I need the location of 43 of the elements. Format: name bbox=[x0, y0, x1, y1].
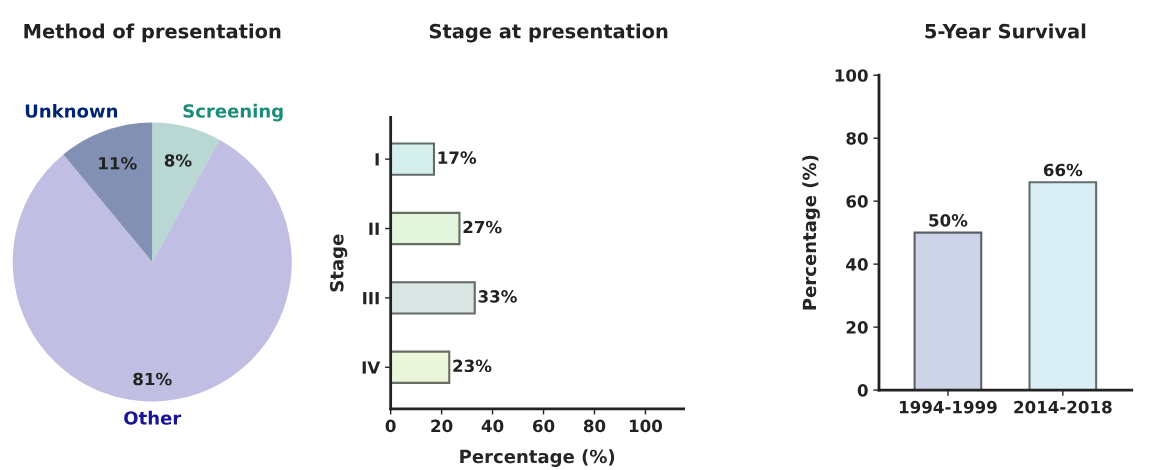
data-label: 11% bbox=[99, 157, 137, 170]
bar bbox=[390, 211, 461, 246]
data-label: 66% bbox=[1043, 163, 1083, 177]
slice-label: Unknown bbox=[25, 103, 118, 118]
data-label: 17% bbox=[438, 151, 477, 164]
bar bbox=[390, 142, 436, 176]
x-tick-label: 80 bbox=[583, 419, 606, 433]
pie-slice bbox=[12, 139, 292, 402]
data-label: 8% bbox=[164, 154, 192, 167]
y-tick-label: 0 bbox=[857, 384, 868, 397]
data-label: 23% bbox=[453, 359, 492, 373]
y-tick-label: II bbox=[369, 222, 379, 235]
y-tick-label: 80 bbox=[846, 132, 868, 145]
pie-slice bbox=[63, 122, 153, 262]
y-tick-label: 100 bbox=[835, 69, 868, 82]
y-tick-label: 40 bbox=[846, 258, 868, 271]
x-tick-label: 100 bbox=[629, 419, 663, 433]
y-tick-label: 20 bbox=[846, 321, 868, 334]
y-tick-label: 60 bbox=[846, 195, 868, 208]
x-tick-label: 1994-1999 bbox=[899, 400, 997, 414]
x-tick-label: 60 bbox=[532, 419, 555, 433]
y-tick-label: I bbox=[375, 153, 379, 166]
chart-title: Method of presentation bbox=[24, 23, 281, 43]
data-label: 27% bbox=[463, 220, 502, 234]
slice-label: Other bbox=[124, 410, 182, 425]
pie-slice bbox=[152, 122, 220, 262]
x-axis-title: Percentage (%) bbox=[460, 449, 615, 467]
x-tick-label: 0 bbox=[385, 419, 396, 433]
chart-title: 5-Year Survival bbox=[925, 23, 1086, 39]
bar bbox=[390, 281, 476, 315]
chart-title: Stage at presentation bbox=[429, 23, 668, 43]
y-axis-title: Percentage (%) bbox=[802, 155, 820, 310]
x-tick-label: 40 bbox=[481, 419, 504, 433]
x-tick-label: 2014-2018 bbox=[1014, 400, 1112, 414]
y-tick-label: IV bbox=[362, 361, 381, 374]
y-axis-title: Stage bbox=[329, 234, 348, 292]
data-label: 81% bbox=[133, 372, 172, 386]
y-tick-label: III bbox=[363, 292, 379, 305]
x-tick-label: 20 bbox=[431, 419, 453, 433]
bar bbox=[390, 350, 451, 384]
data-label: 33% bbox=[478, 290, 517, 303]
slice-label: Screening bbox=[183, 103, 283, 122]
data-label: 50% bbox=[929, 214, 968, 227]
